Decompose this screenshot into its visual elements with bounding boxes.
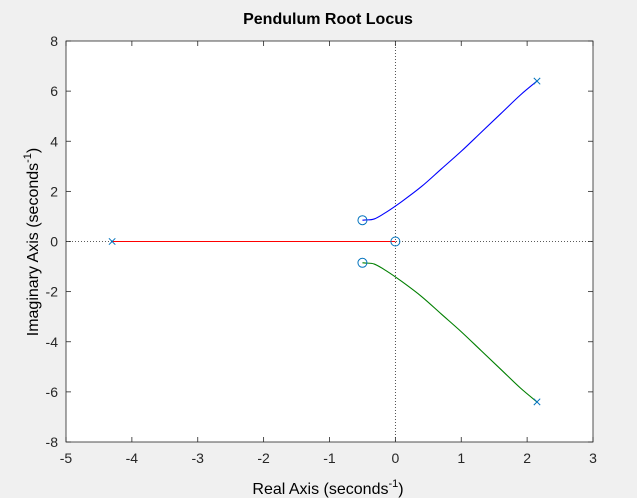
y-tick-label: -2 — [46, 284, 59, 300]
pole-marker-1 — [108, 237, 116, 246]
x-tick-label: -3 — [192, 450, 205, 466]
x-axis-label-end: ) — [398, 481, 403, 498]
pole-stroke-b — [533, 398, 541, 406]
pole-marker-3 — [533, 398, 541, 406]
y-axis-label-main: Imaginary Axis (seconds — [25, 163, 42, 336]
x-axis-label-main: Real Axis (seconds — [252, 481, 388, 498]
x-tick-label: -4 — [126, 450, 139, 466]
zero-marker-1 — [357, 215, 368, 226]
y-tick-label: 6 — [50, 83, 58, 99]
y-tick-label: 8 — [50, 33, 58, 49]
x-tick-label: 0 — [391, 450, 399, 466]
x-tick-label: -1 — [323, 450, 336, 466]
y-tick-label: 4 — [50, 133, 58, 149]
locus-branch-2 — [362, 262, 538, 403]
x-tick-label: 2 — [523, 450, 531, 466]
y-tick-label: 0 — [50, 234, 58, 250]
locus-branch-1 — [362, 80, 538, 221]
chart-title: Pendulum Root Locus — [243, 11, 413, 28]
y-axis-label-end: ) — [25, 148, 42, 153]
y-tick-label: 2 — [50, 183, 58, 199]
x-tick-label: 3 — [589, 450, 597, 466]
pole-stroke-b — [533, 77, 541, 85]
x-tick-label: -2 — [257, 450, 270, 466]
x-axis-label-superscript: -1 — [388, 478, 398, 490]
x-axis-label: Real Axis (seconds-1) — [252, 478, 403, 498]
zero-marker-2 — [357, 257, 368, 268]
zero-marker-3 — [390, 236, 401, 247]
series-layer — [112, 80, 538, 403]
y-axis-label: Imaginary Axis (seconds-1) — [22, 148, 42, 337]
tick-marks — [65, 40, 594, 443]
pole-stroke-b — [108, 237, 116, 246]
x-tick-label: 1 — [457, 450, 465, 466]
x-tick-labels: -5 -4 -3 -2 -1 0 1 2 3 — [60, 450, 597, 466]
y-tick-label: -4 — [46, 334, 59, 350]
y-tick-label: -8 — [46, 434, 59, 450]
y-tick-labels: -8 -6 -4 -2 0 2 4 6 8 — [46, 33, 59, 450]
pole-marker-2 — [533, 77, 541, 85]
y-axis-label-superscript: -1 — [22, 153, 34, 163]
marker-layer — [108, 77, 541, 406]
x-tick-label: -5 — [60, 450, 73, 466]
y-tick-label: -6 — [46, 384, 59, 400]
